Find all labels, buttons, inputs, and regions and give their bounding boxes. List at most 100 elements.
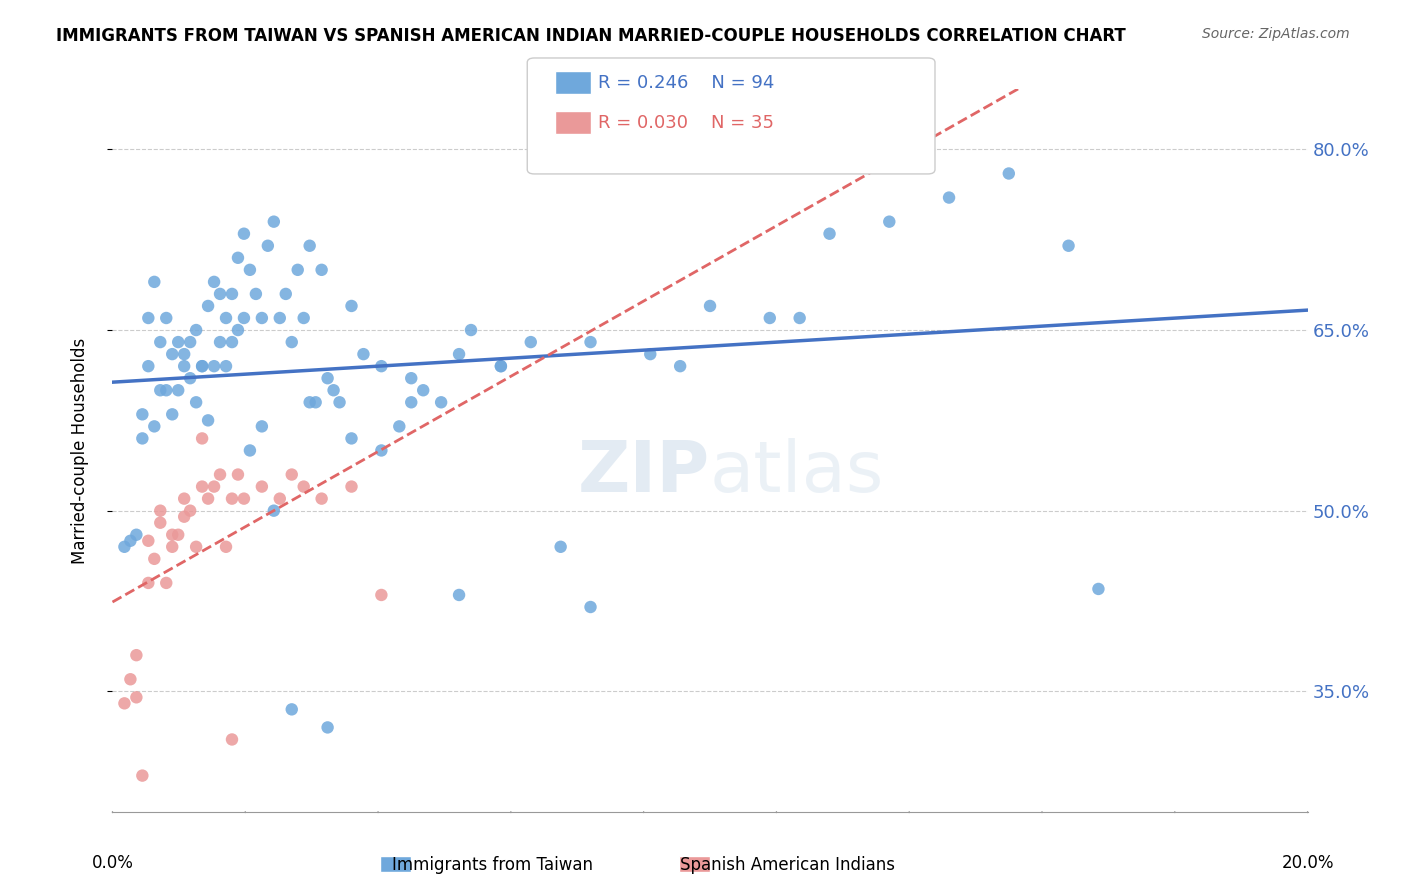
Point: [215, 540, 238, 554]
Point: [316, 371, 339, 385]
Text: Immigrants from Taiwan: Immigrants from Taiwan: [392, 856, 592, 874]
Point: [167, 334, 190, 349]
Point: [179, 371, 201, 385]
Point: [370, 443, 392, 458]
Point: [125, 690, 148, 705]
Point: [221, 732, 243, 747]
Point: [353, 347, 375, 361]
Point: [155, 384, 177, 398]
Point: [239, 263, 262, 277]
Point: [669, 359, 692, 374]
Point: [430, 395, 453, 409]
Point: [370, 588, 392, 602]
Point: [221, 287, 243, 301]
Point: [226, 323, 249, 337]
Point: [298, 395, 321, 409]
Point: [257, 238, 280, 253]
Point: [263, 503, 285, 517]
Point: [274, 287, 297, 301]
Point: [281, 702, 304, 716]
Point: [143, 275, 166, 289]
Point: [155, 576, 177, 591]
Point: [162, 407, 183, 421]
Point: [305, 395, 328, 409]
Point: [149, 503, 172, 517]
Point: [789, 310, 811, 325]
Point: [879, 214, 901, 228]
Point: [120, 533, 142, 548]
Point: [221, 334, 243, 349]
Point: [202, 275, 225, 289]
Point: [215, 310, 238, 325]
Point: [155, 310, 177, 325]
Point: [292, 480, 315, 494]
Point: [1057, 238, 1080, 253]
Point: [449, 347, 471, 361]
Point: [287, 263, 309, 277]
Point: [209, 287, 232, 301]
Point: [550, 540, 572, 554]
Point: [173, 359, 195, 374]
Point: [640, 347, 662, 361]
Point: [818, 227, 841, 241]
Text: IMMIGRANTS FROM TAIWAN VS SPANISH AMERICAN INDIAN MARRIED-COUPLE HOUSEHOLDS CORR: IMMIGRANTS FROM TAIWAN VS SPANISH AMERIC…: [56, 27, 1126, 45]
Point: [173, 347, 195, 361]
Point: [401, 371, 423, 385]
Point: [173, 491, 195, 506]
Point: [401, 395, 423, 409]
Point: [191, 432, 214, 446]
Point: [340, 432, 363, 446]
Point: [233, 310, 256, 325]
Point: [149, 384, 172, 398]
Point: [1087, 582, 1109, 596]
Text: ZIP: ZIP: [578, 438, 710, 507]
Point: [292, 310, 315, 325]
Point: [149, 334, 172, 349]
Point: [179, 503, 201, 517]
Text: Source: ZipAtlas.com: Source: ZipAtlas.com: [1202, 27, 1350, 41]
Point: [114, 697, 135, 711]
Point: [209, 467, 232, 482]
Point: [143, 551, 166, 566]
Point: [173, 509, 195, 524]
Point: [412, 384, 434, 398]
Point: [202, 480, 225, 494]
Point: [162, 540, 183, 554]
Point: [449, 588, 471, 602]
Point: [245, 287, 267, 301]
Point: [167, 384, 190, 398]
Point: [239, 443, 262, 458]
Text: atlas: atlas: [710, 438, 884, 507]
Point: [759, 310, 782, 325]
Text: 0.0%: 0.0%: [91, 854, 134, 871]
Point: [226, 251, 249, 265]
Point: [131, 407, 153, 421]
Point: [191, 480, 214, 494]
Point: [269, 491, 291, 506]
Point: [125, 528, 148, 542]
Point: [699, 299, 721, 313]
Point: [340, 480, 363, 494]
Point: [202, 359, 225, 374]
Point: [298, 238, 321, 253]
Point: [329, 395, 352, 409]
Text: Spanish American Indians: Spanish American Indians: [681, 856, 894, 874]
Point: [250, 310, 273, 325]
Point: [340, 299, 363, 313]
Point: [191, 359, 214, 374]
Point: [388, 419, 411, 434]
Text: R = 0.246    N = 94: R = 0.246 N = 94: [598, 74, 773, 92]
Point: [209, 334, 232, 349]
Point: [131, 432, 153, 446]
Point: [149, 516, 172, 530]
Point: [197, 299, 219, 313]
Point: [281, 334, 304, 349]
Point: [579, 334, 602, 349]
Point: [998, 166, 1021, 180]
Point: [322, 384, 344, 398]
Point: [191, 359, 214, 374]
Point: [263, 214, 285, 228]
Point: [131, 769, 153, 783]
Point: [186, 323, 208, 337]
Text: 20.0%: 20.0%: [1281, 854, 1334, 871]
